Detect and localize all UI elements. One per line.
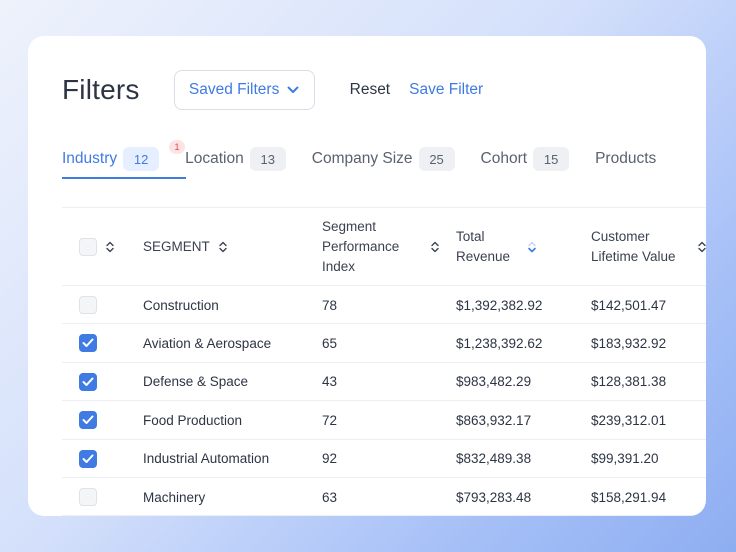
tab-count: 15 bbox=[533, 147, 570, 171]
column-header-segment: SEGMENT bbox=[143, 208, 228, 286]
active-tab-indicator bbox=[62, 177, 186, 179]
tab-products[interactable]: Products bbox=[595, 146, 656, 172]
tab-company-size[interactable]: Company Size 25 bbox=[312, 146, 455, 172]
column-label: Customer Lifetime Value bbox=[591, 229, 676, 264]
column-header-performance: Segment Performance Index bbox=[322, 208, 417, 286]
page-title: Filters bbox=[62, 74, 140, 105]
checkmark-icon bbox=[82, 377, 94, 386]
ltv-cell: $158,291.94 bbox=[591, 489, 667, 505]
reset-button[interactable]: Reset bbox=[349, 81, 391, 98]
select-all-column bbox=[79, 208, 115, 286]
checkmark-icon bbox=[82, 338, 94, 348]
performance-cell: 92 bbox=[322, 451, 338, 467]
column-header-ltv: Customer Lifetime Value bbox=[591, 208, 693, 286]
ltv-cell: $128,381.38 bbox=[591, 374, 667, 390]
tab-cohort[interactable]: Cohort 15 bbox=[481, 146, 570, 172]
sort-ltv bbox=[697, 208, 706, 286]
saved-filters-label: Saved Filters bbox=[188, 81, 280, 98]
segment-cell: Machinery bbox=[143, 489, 206, 505]
segment-cell: Food Production bbox=[143, 412, 243, 428]
table-header: SEGMENT Segment Performance Index Total … bbox=[62, 208, 706, 286]
column-label: Total Revenue bbox=[456, 229, 511, 264]
segment-cell: Industrial Automation bbox=[143, 451, 270, 467]
tab-label: Products bbox=[595, 150, 657, 167]
column-label: Segment Performance Index bbox=[322, 219, 400, 274]
sort-icon[interactable] bbox=[218, 241, 228, 253]
performance-cell: 43 bbox=[322, 374, 338, 390]
tab-industry[interactable]: Industry 12 1 bbox=[62, 140, 186, 179]
segment-cell: Construction bbox=[143, 297, 219, 313]
tab-label: Company Size bbox=[311, 150, 413, 167]
checkmark-icon bbox=[82, 454, 94, 463]
sort-icon[interactable] bbox=[697, 241, 706, 253]
divider bbox=[62, 207, 706, 208]
performance-cell: 65 bbox=[322, 335, 338, 351]
tab-label: Industry bbox=[62, 150, 118, 167]
row-checkbox[interactable] bbox=[79, 449, 97, 468]
table-row[interactable]: Food Production 72 $863,932.17 $239,312.… bbox=[62, 401, 706, 440]
select-all-checkbox[interactable] bbox=[79, 238, 97, 256]
revenue-cell: $863,932.17 bbox=[456, 412, 532, 428]
ltv-cell: $142,501.47 bbox=[591, 297, 667, 313]
segment-cell: Aviation & Aerospace bbox=[143, 335, 272, 351]
table-row[interactable]: Industrial Automation 92 $832,489.38 $99… bbox=[62, 440, 706, 478]
table-row[interactable]: Aviation & Aerospace 65 $1,238,392.62 $1… bbox=[62, 324, 706, 363]
segment-cell: Defense & Space bbox=[143, 374, 249, 390]
revenue-cell: $1,392,382.92 bbox=[456, 297, 543, 313]
checkmark-icon bbox=[82, 415, 94, 425]
tab-label: Location bbox=[185, 150, 244, 167]
tab-count: 25 bbox=[418, 147, 455, 171]
sort-icon[interactable] bbox=[430, 241, 440, 253]
filters-panel: Filters Saved Filters Reset Save Filter … bbox=[28, 36, 706, 516]
row-checkbox[interactable] bbox=[79, 296, 97, 314]
column-header-revenue: Total Revenue bbox=[456, 208, 520, 286]
filter-tabs: Industry 12 1 Location 13 Company Size 2… bbox=[62, 140, 706, 182]
revenue-cell: $1,238,392.62 bbox=[456, 335, 543, 351]
sort-revenue bbox=[527, 208, 537, 286]
tab-count: 13 bbox=[249, 147, 286, 171]
filters-header: Filters Saved Filters Reset Save Filter bbox=[62, 70, 682, 110]
saved-filters-dropdown[interactable]: Saved Filters bbox=[173, 70, 315, 110]
performance-cell: 72 bbox=[322, 412, 338, 428]
sort-performance bbox=[430, 208, 440, 286]
column-label: SEGMENT bbox=[143, 239, 210, 254]
notification-badge: 1 bbox=[169, 140, 185, 154]
revenue-cell: $983,482.29 bbox=[456, 374, 532, 390]
save-filter-button[interactable]: Save Filter bbox=[409, 81, 484, 98]
ltv-cell: $183,932.92 bbox=[591, 335, 667, 351]
table-row[interactable]: Machinery 63 $793,283.48 $158,291.94 bbox=[62, 478, 706, 516]
row-checkbox[interactable] bbox=[79, 411, 97, 430]
sort-icon[interactable] bbox=[105, 241, 115, 253]
tab-location[interactable]: Location 13 bbox=[185, 146, 286, 172]
ltv-cell: $239,312.01 bbox=[591, 412, 667, 428]
ltv-cell: $99,391.20 bbox=[591, 451, 659, 467]
revenue-cell: $832,489.38 bbox=[456, 451, 532, 467]
table-row[interactable]: Construction 78 $1,392,382.92 $142,501.4… bbox=[62, 286, 706, 325]
row-checkbox[interactable] bbox=[79, 372, 97, 391]
revenue-cell: $793,283.48 bbox=[456, 489, 532, 505]
tab-count: 12 bbox=[123, 147, 160, 171]
table-row[interactable]: Defense & Space 43 $983,482.29 $128,381.… bbox=[62, 363, 706, 402]
row-checkbox[interactable] bbox=[79, 334, 97, 353]
sort-icon-active[interactable] bbox=[527, 241, 537, 253]
row-checkbox[interactable] bbox=[79, 488, 97, 506]
chevron-down-icon bbox=[287, 86, 299, 93]
performance-cell: 78 bbox=[322, 297, 338, 313]
tab-label: Cohort bbox=[480, 150, 528, 167]
performance-cell: 63 bbox=[322, 489, 338, 505]
